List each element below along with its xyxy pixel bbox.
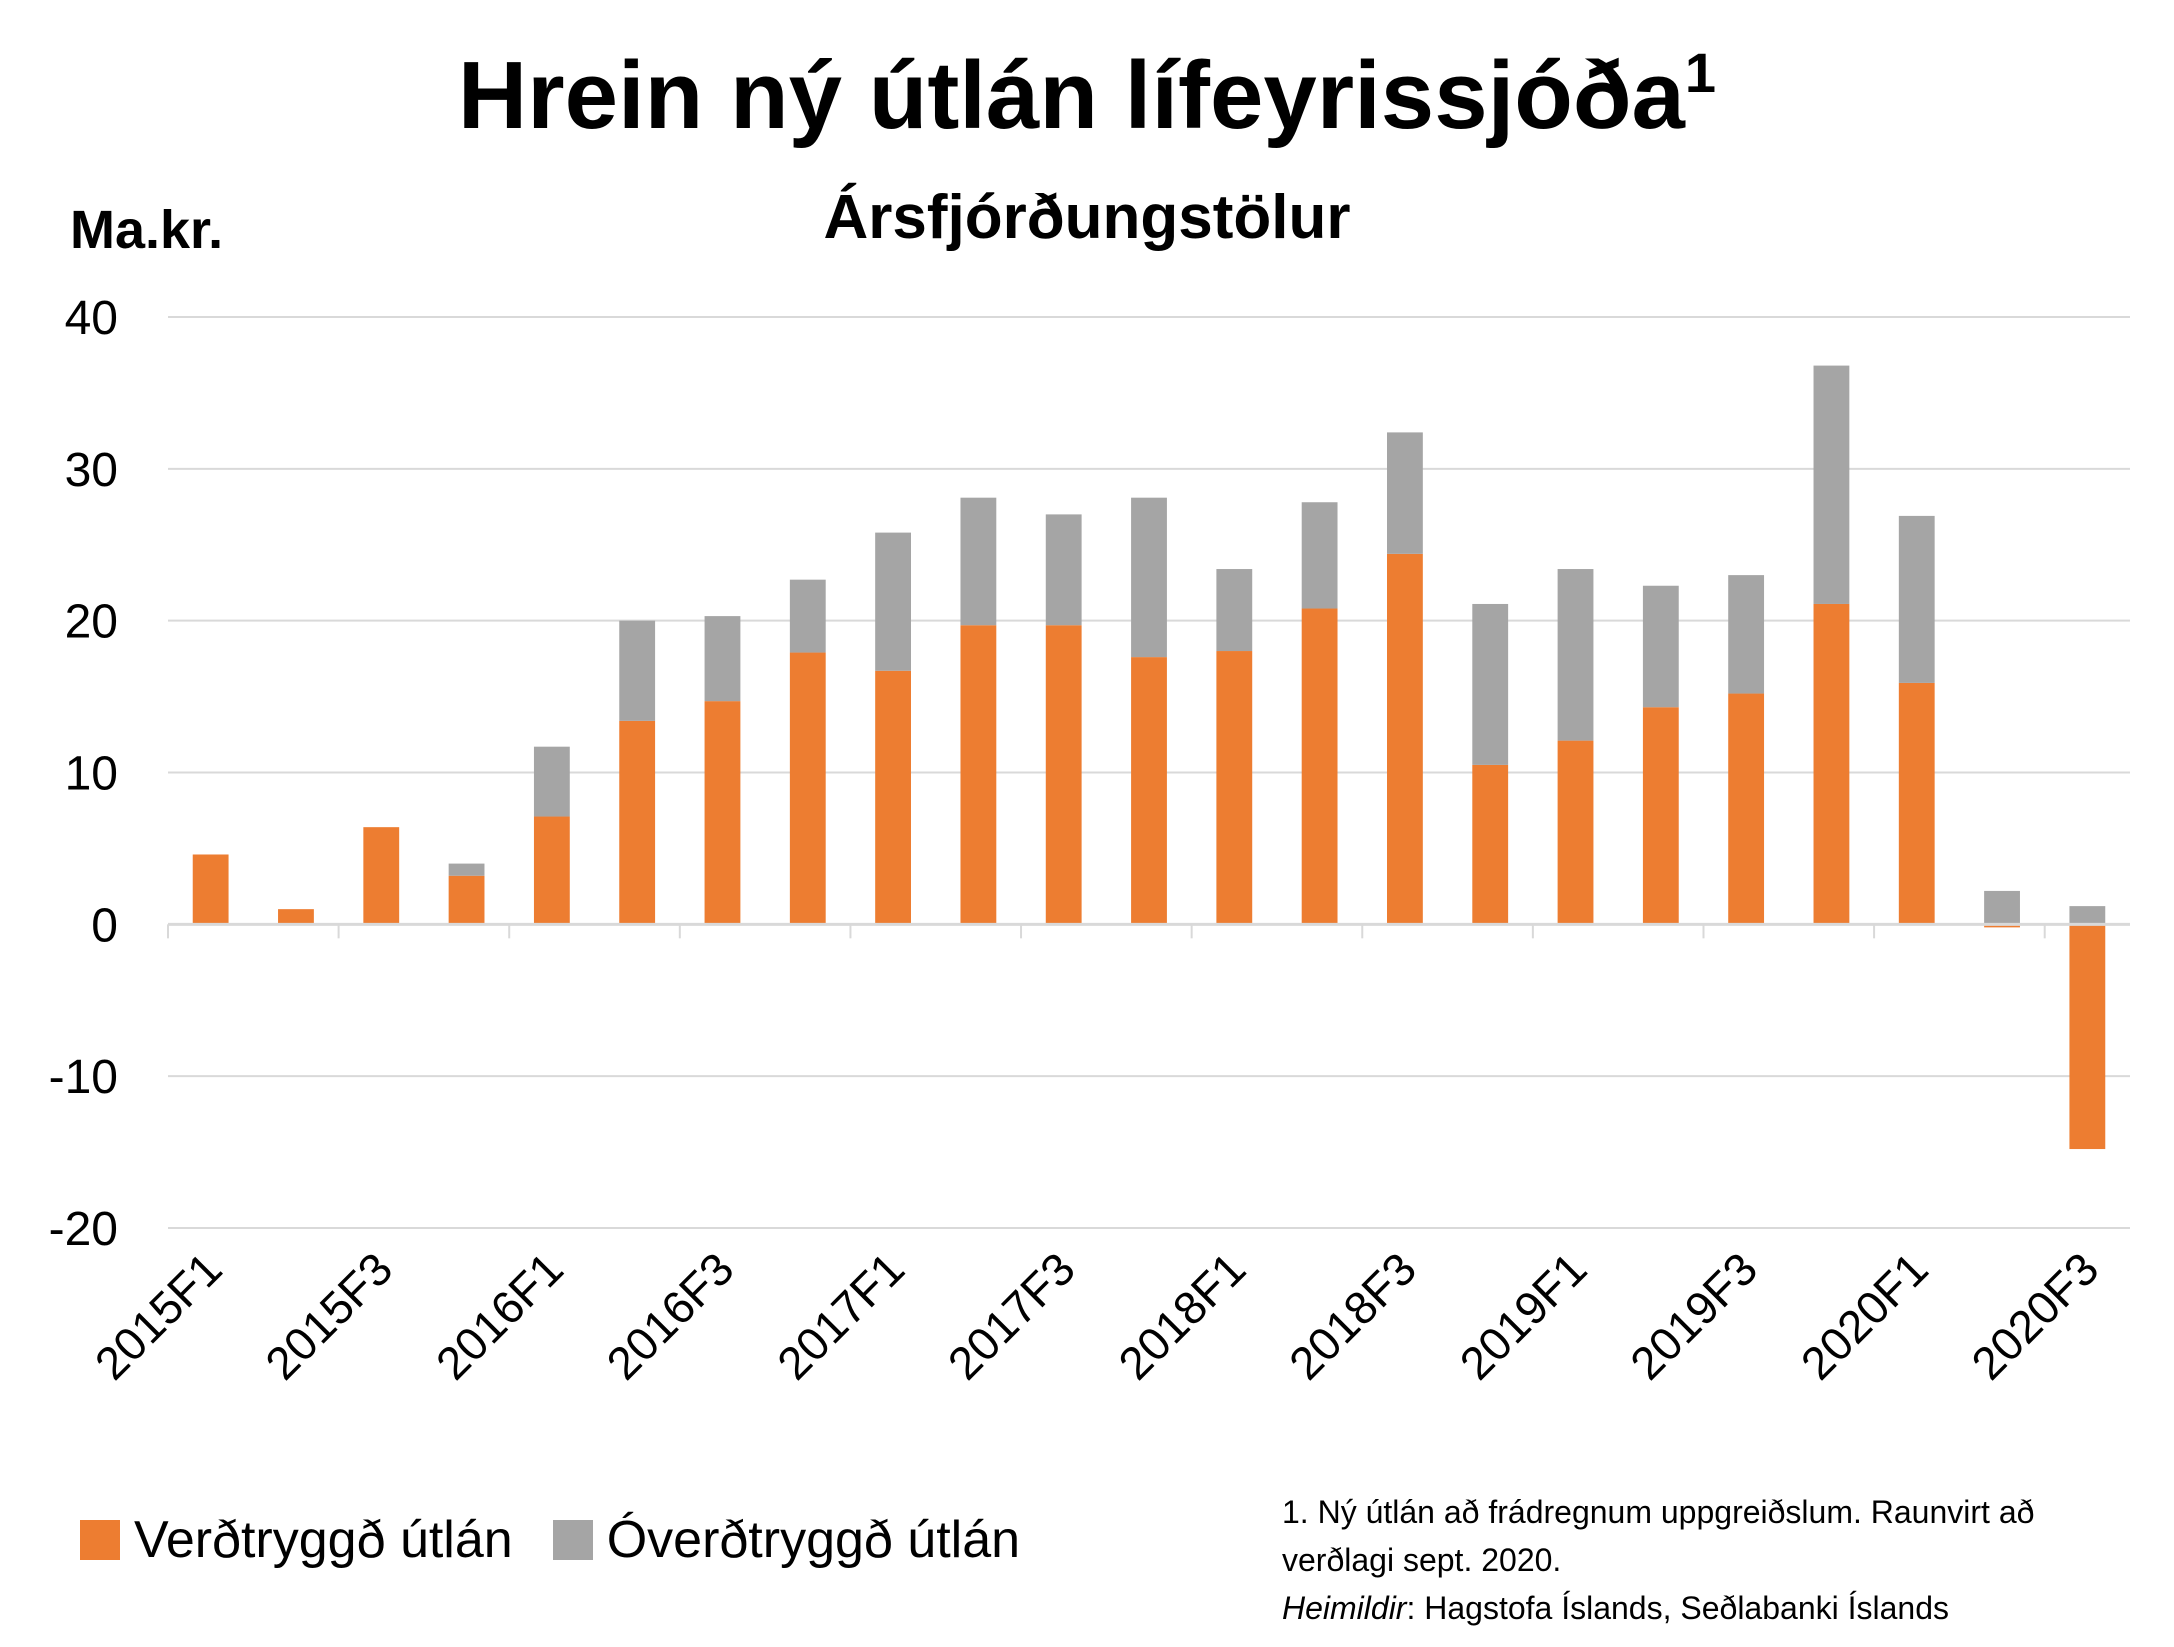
bar-overdtryggd — [1642, 585, 1679, 708]
x-tick-label: 2015F3 — [255, 1242, 402, 1389]
bar-overdtryggd — [1216, 569, 1253, 652]
x-tick-label: 2018F3 — [1279, 1242, 1426, 1389]
bar-overdtryggd — [1301, 502, 1338, 609]
legend-label-verdtryggd: Verðtryggð útlán — [134, 1511, 513, 1569]
y-tick-label: 20 — [65, 596, 118, 649]
bar-verdtryggd — [533, 816, 570, 925]
bar-verdtryggd — [1301, 608, 1338, 925]
bar-verdtryggd — [1984, 924, 2020, 928]
x-tick-label: 2017F3 — [938, 1242, 1085, 1389]
bar-overdtryggd — [1984, 890, 2020, 925]
chart-title: Hrein ný útlán lífeyrissjóða1 — [458, 41, 1716, 149]
x-tick-label: 2018F1 — [1108, 1242, 1255, 1389]
bar-overdtryggd — [1898, 515, 1935, 683]
bar-verdtryggd — [1045, 625, 1082, 925]
bar-verdtryggd — [704, 701, 741, 925]
bar-verdtryggd — [448, 875, 485, 925]
y-axis-label: Ma.kr. — [70, 200, 223, 260]
y-tick-label: 40 — [65, 292, 118, 345]
x-tick-label: 2016F1 — [426, 1242, 573, 1389]
bar-verdtryggd — [1131, 657, 1167, 925]
bar-verdtryggd — [1728, 693, 1765, 925]
bar-verdtryggd — [875, 670, 912, 925]
bar-verdtryggd — [1813, 603, 1850, 925]
bar-verdtryggd — [1472, 764, 1509, 925]
bar-overdtryggd — [1045, 514, 1082, 626]
bar-verdtryggd — [619, 720, 656, 925]
bar-overdtryggd — [875, 532, 912, 671]
bar-overdtryggd — [619, 620, 656, 721]
bar-verdtryggd — [960, 625, 997, 925]
y-tick-label: 30 — [65, 444, 118, 497]
chart-title-superscript: 1 — [1685, 41, 1716, 104]
bar-verdtryggd — [1898, 682, 1935, 925]
bar-overdtryggd — [704, 616, 741, 702]
legend: Verðtryggð útlán Óverðtryggð útlán — [80, 1510, 1060, 1570]
x-tick-label: 2019F3 — [1620, 1242, 1767, 1389]
legend-item-verdtryggd: Verðtryggð útlán — [80, 1510, 513, 1570]
footnote: 1. Ný útlán að frádregnum uppgreiðslum. … — [1282, 1488, 2142, 1632]
bar-overdtryggd — [1131, 497, 1167, 658]
legend-label-overdtryggd: Óverðtryggð útlán — [606, 1511, 1021, 1569]
bar-verdtryggd — [363, 827, 400, 925]
y-tick-label: 0 — [91, 899, 118, 952]
legend-swatch-verdtryggd — [80, 1520, 120, 1560]
chart-title-text: Hrein ný útlán lífeyrissjóða — [458, 42, 1686, 149]
bar-overdtryggd — [1386, 432, 1423, 554]
bar-verdtryggd — [1386, 553, 1423, 925]
sources-text: : Hagstofa Íslands, Seðlabanki Íslands — [1406, 1590, 1949, 1626]
bar-verdtryggd — [2069, 924, 2106, 1150]
x-tick-label: 2020F3 — [1961, 1242, 2108, 1389]
x-tick-label: 2019F1 — [1450, 1242, 1597, 1389]
bar-overdtryggd — [533, 746, 570, 817]
legend-swatch-overdtryggd — [552, 1520, 593, 1560]
legend-item-overdtryggd: Óverðtryggð útlán — [552, 1510, 1021, 1570]
bar-overdtryggd — [1557, 569, 1594, 741]
bar-overdtryggd — [2069, 906, 2106, 925]
bar-overdtryggd — [448, 863, 485, 876]
bars — [192, 365, 2106, 1150]
bar-verdtryggd — [789, 652, 826, 925]
x-tick-label: 2020F1 — [1791, 1242, 1938, 1389]
bar-verdtryggd — [1642, 707, 1679, 925]
x-tick-label: 2016F3 — [596, 1242, 743, 1389]
bar-verdtryggd — [278, 909, 314, 925]
footnote-line-2: verðlagi sept. 2020. — [1282, 1542, 1562, 1578]
bar-verdtryggd — [192, 854, 229, 925]
bar-verdtryggd — [1216, 651, 1253, 925]
footnote-sources: Heimildir: Hagstofa Íslands, Seðlabanki … — [1282, 1584, 2142, 1632]
bar-overdtryggd — [960, 497, 997, 626]
bar-verdtryggd — [1557, 740, 1594, 925]
x-tick-label: 2015F1 — [85, 1242, 232, 1389]
bar-overdtryggd — [1472, 603, 1509, 765]
y-tick-label: 10 — [65, 748, 118, 801]
sources-label: Heimildir — [1282, 1590, 1407, 1626]
bar-overdtryggd — [789, 579, 826, 653]
bar-overdtryggd — [1813, 365, 1850, 604]
bar-overdtryggd — [1728, 575, 1765, 694]
chart-subtitle: Ársfjórðungstölur — [824, 183, 1351, 252]
footnote-line-1: 1. Ný útlán að frádregnum uppgreiðslum. … — [1282, 1494, 2035, 1530]
y-tick-label: -20 — [49, 1203, 118, 1256]
y-tick-label: -10 — [49, 1051, 118, 1104]
x-tick-label: 2017F1 — [767, 1242, 914, 1389]
